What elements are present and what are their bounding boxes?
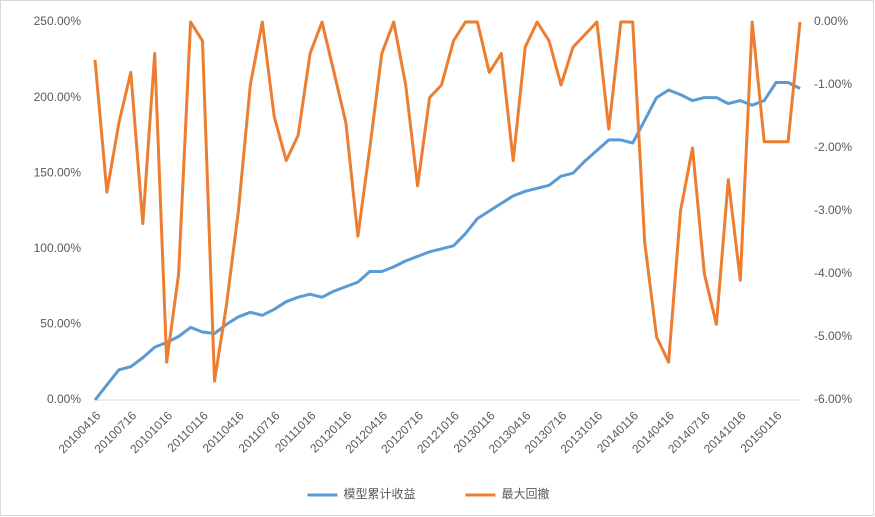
y2-tick-label: -3.00% (814, 203, 852, 217)
y2-tick-label: -1.00% (814, 77, 852, 91)
legend-label: 最大回撤 (502, 486, 550, 501)
y2-tick-label: -2.00% (814, 140, 852, 154)
series-line (93, 20, 802, 383)
y-tick-label: 0.00% (47, 392, 81, 406)
y2-tick-label: 0.00% (814, 14, 848, 28)
y2-tick-label: -4.00% (814, 266, 852, 280)
legend-label: 模型累计收益 (344, 487, 416, 501)
y-tick-label: 250.00% (34, 14, 82, 28)
y-tick-label: 50.00% (40, 317, 81, 331)
y-tick-label: 150.00% (34, 165, 82, 179)
y-tick-label: 100.00% (34, 241, 82, 255)
y-tick-label: 200.00% (34, 90, 82, 104)
y2-tick-label: -5.00% (814, 329, 852, 343)
y2-tick-label: -6.00% (814, 392, 852, 406)
